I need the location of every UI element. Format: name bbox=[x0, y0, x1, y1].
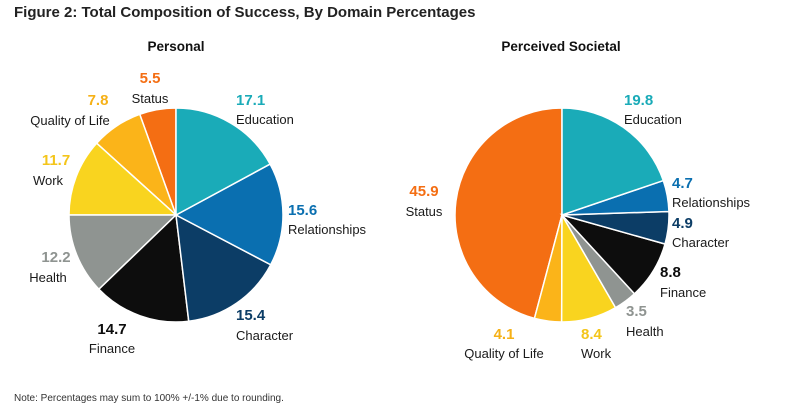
category-label-work: Work bbox=[581, 346, 612, 361]
category-label-character: Character bbox=[672, 235, 730, 250]
pie-title-personal: Personal bbox=[147, 39, 204, 54]
category-label-finance: Finance bbox=[660, 285, 706, 300]
value-label-education: 17.1 bbox=[236, 92, 265, 109]
value-label-health: 12.2 bbox=[41, 249, 70, 266]
category-label-status: Status bbox=[132, 91, 169, 106]
slice-education bbox=[561, 107, 665, 217]
value-label-education: 19.8 bbox=[624, 92, 653, 109]
category-label-relationships: Relationships bbox=[672, 195, 751, 210]
figure-title: Figure 2: Total Composition of Success, … bbox=[14, 4, 476, 21]
value-label-finance: 14.7 bbox=[97, 321, 126, 338]
value-label-quality-of-life: 4.1 bbox=[494, 326, 515, 343]
value-label-health: 3.5 bbox=[626, 303, 647, 320]
category-label-character: Character bbox=[236, 328, 294, 343]
category-label-education: Education bbox=[624, 112, 682, 127]
value-label-character: 15.4 bbox=[236, 307, 266, 324]
category-label-work: Work bbox=[33, 173, 64, 188]
category-label-status: Status bbox=[406, 204, 443, 219]
value-label-work: 8.4 bbox=[581, 326, 603, 343]
pie-title-societal: Perceived Societal bbox=[501, 39, 620, 54]
category-label-finance: Finance bbox=[89, 341, 135, 356]
footnote: Note: Percentages may sum to 100% +/-1% … bbox=[14, 393, 284, 404]
slice-health bbox=[68, 214, 178, 291]
slice-relationships bbox=[174, 163, 284, 266]
value-label-finance: 8.8 bbox=[660, 264, 681, 281]
value-label-work: 11.7 bbox=[42, 152, 70, 169]
slice-finance bbox=[97, 213, 190, 323]
value-label-status: 5.5 bbox=[140, 70, 161, 87]
category-label-quality-of-life: Quality of Life bbox=[30, 113, 110, 128]
category-label-quality-of-life: Quality of Life bbox=[464, 346, 544, 361]
value-label-relationships: 15.6 bbox=[288, 202, 317, 219]
slice-character bbox=[175, 213, 272, 323]
slice-status bbox=[454, 107, 563, 320]
slice-work bbox=[68, 142, 178, 216]
pie-chart-personal: Personal 17.1 Education 15.6 Relationships 1… bbox=[29, 39, 366, 356]
category-label-relationships: Relationships bbox=[288, 222, 367, 237]
category-label-education: Education bbox=[236, 112, 294, 127]
pie-chart-societal: Perceived Societal 19.8 Education 4.7 Relat… bbox=[406, 39, 751, 361]
value-label-status: 45.9 bbox=[409, 183, 438, 200]
value-label-quality-of-life: 7.8 bbox=[88, 92, 109, 109]
category-label-health: Health bbox=[29, 270, 67, 285]
slice-education bbox=[175, 107, 272, 217]
value-label-character: 4.9 bbox=[672, 215, 693, 232]
category-label-health: Health bbox=[626, 324, 664, 339]
value-label-relationships: 4.7 bbox=[672, 175, 693, 192]
